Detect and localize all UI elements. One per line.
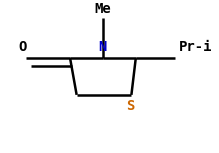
Text: Me: Me [95, 2, 111, 16]
Text: S: S [126, 99, 134, 113]
Text: Pr-i: Pr-i [178, 40, 212, 54]
Text: O: O [19, 40, 27, 54]
Text: N: N [99, 40, 107, 54]
